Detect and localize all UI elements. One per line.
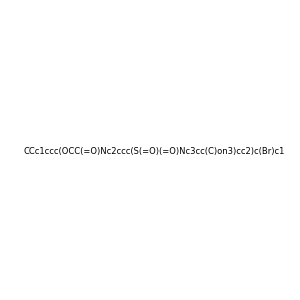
Text: CCc1ccc(OCC(=O)Nc2ccc(S(=O)(=O)Nc3cc(C)on3)cc2)c(Br)c1: CCc1ccc(OCC(=O)Nc2ccc(S(=O)(=O)Nc3cc(C)o… bbox=[23, 147, 284, 156]
